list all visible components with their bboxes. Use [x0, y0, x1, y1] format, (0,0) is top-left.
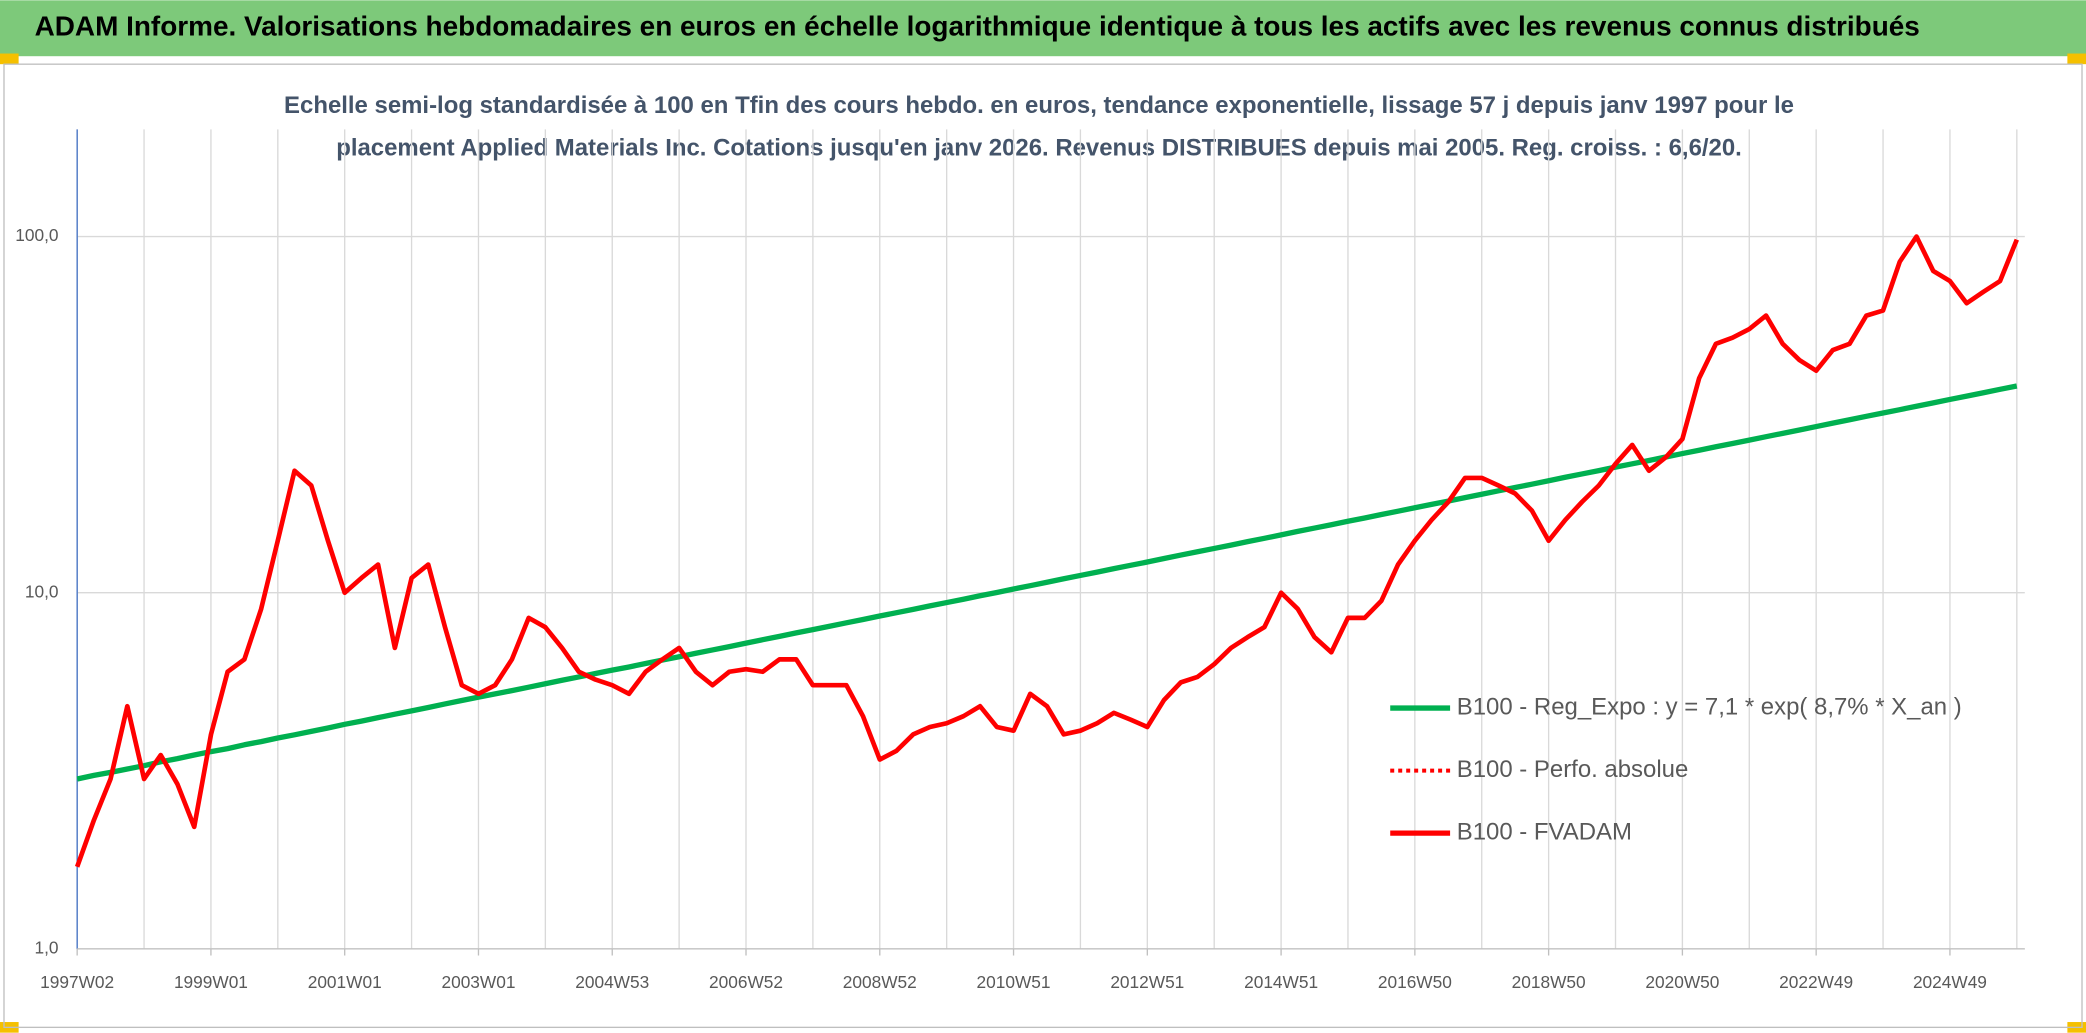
corner — [0, 53, 19, 65]
legend-label: B100 - FVADAM — [1457, 818, 1632, 845]
series-line — [74, 234, 2019, 868]
x-tick-label: 2008W52 — [843, 972, 917, 992]
x-tick-label: 2022W49 — [1779, 972, 1853, 992]
x-tick-label: 2003W01 — [441, 972, 515, 992]
header-bar — [0, 0, 2086, 57]
subtitle: Echelle semi-log standardisée à 100 en T… — [284, 92, 1794, 119]
subtitle: placement Applied Materials Inc. Cotatio… — [336, 135, 1742, 162]
x-tick-label: 2020W50 — [1645, 972, 1719, 992]
x-tick-label: 2001W01 — [308, 972, 382, 992]
x-tick-label: 2018W50 — [1512, 972, 1586, 992]
frame — [3, 63, 2083, 1029]
x-tick-label: 2004W53 — [575, 972, 649, 992]
y-tick-label: 1,0 — [35, 937, 59, 957]
legend-label: B100 - Reg_Expo : y = 7,1 * exp( 8,7% * … — [1457, 693, 1962, 720]
corner — [2067, 53, 2086, 65]
x-tick-label: 2014W51 — [1244, 972, 1318, 992]
x-tick-label: 2012W51 — [1110, 972, 1184, 992]
x-tick-label: 1999W01 — [174, 972, 248, 992]
chart-title: ADAM Informe. Valorisations hebdomadaire… — [35, 11, 1920, 42]
x-tick-label: 2024W49 — [1913, 972, 1987, 992]
series-line — [76, 383, 2018, 782]
y-tick-label: 10,0 — [25, 581, 59, 601]
x-tick-label: 2016W50 — [1378, 972, 1452, 992]
y-tick-label: 100,0 — [15, 225, 58, 245]
x-tick-label: 2010W51 — [977, 972, 1051, 992]
legend-label: B100 - Perfo. absolue — [1457, 756, 1689, 783]
x-tick-label: 2006W52 — [709, 972, 783, 992]
x-tick-label: 1997W02 — [40, 972, 114, 992]
